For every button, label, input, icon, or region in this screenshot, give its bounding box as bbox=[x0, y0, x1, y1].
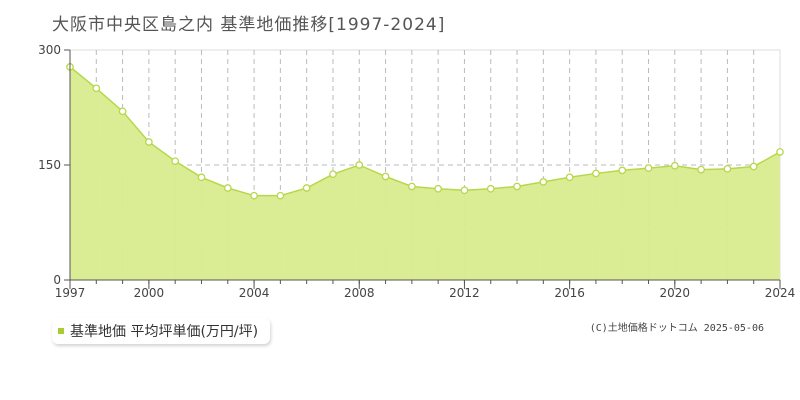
y-tick-label: 150 bbox=[38, 158, 61, 172]
data-point bbox=[749, 162, 758, 171]
data-point bbox=[592, 169, 600, 178]
series-area bbox=[70, 66, 780, 280]
data-point bbox=[460, 186, 469, 195]
data-point bbox=[171, 157, 180, 166]
credit-text: (C)土地価格ドットコム 2025-05-06 bbox=[589, 323, 764, 334]
x-tick-label: 2012 bbox=[449, 286, 480, 300]
data-point bbox=[329, 170, 337, 179]
data-point bbox=[302, 184, 311, 192]
series-line bbox=[69, 66, 781, 197]
data-point bbox=[644, 164, 653, 172]
x-tick-label: 2000 bbox=[134, 286, 165, 300]
y-tick-label: 300 bbox=[38, 43, 61, 57]
x-tick-label: 2004 bbox=[239, 286, 270, 300]
data-point bbox=[381, 172, 390, 181]
data-point bbox=[539, 178, 548, 186]
data-point bbox=[697, 165, 705, 174]
data-point bbox=[276, 191, 285, 200]
x-tick-label: 2020 bbox=[660, 286, 691, 300]
y-tick-label: 0 bbox=[53, 273, 61, 287]
data-point bbox=[118, 107, 127, 116]
legend-swatch-icon bbox=[58, 328, 64, 334]
data-point bbox=[355, 161, 364, 169]
x-tick-label: 2008 bbox=[344, 286, 375, 300]
data-point bbox=[618, 166, 627, 175]
data-point bbox=[434, 184, 442, 193]
x-tick-label: 1997 bbox=[55, 286, 86, 300]
data-point bbox=[197, 173, 206, 182]
legend-label: 基準地価 平均坪単価(万円/坪) bbox=[70, 324, 259, 340]
data-point bbox=[776, 148, 784, 156]
data-point bbox=[565, 173, 574, 182]
data-point bbox=[223, 184, 232, 192]
data-point bbox=[250, 191, 258, 200]
legend: 基準地価 平均坪単価(万円/坪) bbox=[52, 318, 271, 344]
data-point bbox=[486, 184, 495, 193]
chart-title: 大阪市中央区島之内 基準地価推移[1997-2024] bbox=[52, 15, 446, 35]
x-tick-label: 2016 bbox=[554, 286, 585, 300]
data-point bbox=[408, 182, 416, 191]
data-point bbox=[92, 84, 101, 93]
x-tick-label: 2024 bbox=[765, 286, 796, 300]
data-point bbox=[670, 161, 679, 170]
data-point bbox=[723, 164, 732, 173]
data-point bbox=[145, 138, 153, 146]
data-point bbox=[513, 182, 521, 191]
